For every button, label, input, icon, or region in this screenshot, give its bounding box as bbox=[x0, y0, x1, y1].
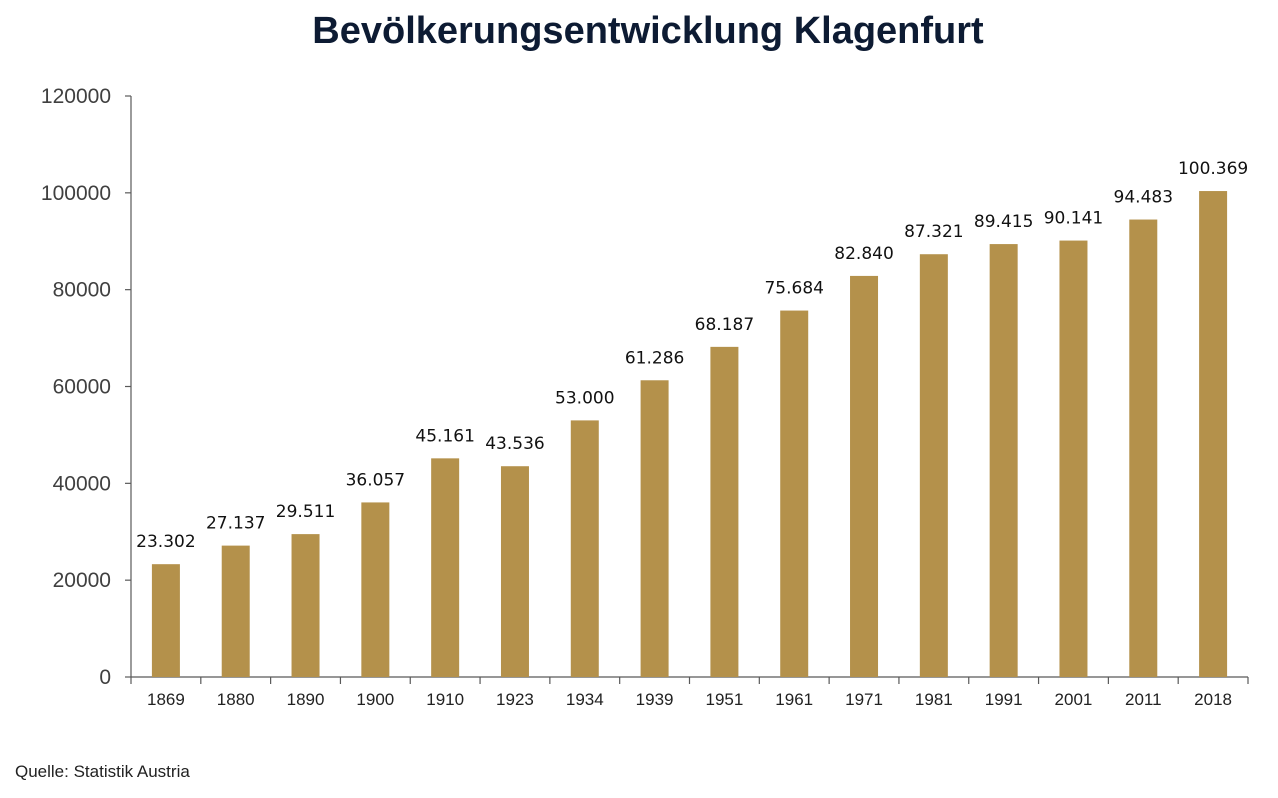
y-tick-label: 40000 bbox=[53, 472, 111, 495]
data-label-1890: 29.511 bbox=[276, 502, 335, 522]
bar-1991 bbox=[989, 244, 1018, 677]
y-axis: 0 20000 40000 60000 80000 100000 120000 bbox=[41, 85, 132, 689]
y-tick-label: 0 bbox=[99, 666, 111, 689]
data-label-1939: 61.286 bbox=[625, 348, 684, 368]
bar-1900 bbox=[361, 502, 390, 677]
x-tick-label: 1951 bbox=[705, 690, 743, 709]
bar-1961 bbox=[780, 310, 809, 677]
x-tick-label: 1934 bbox=[566, 690, 604, 709]
data-label-2018: 100.369 bbox=[1178, 159, 1248, 179]
x-tick-label: 2011 bbox=[1125, 690, 1162, 709]
bar-2018 bbox=[1199, 191, 1228, 677]
y-tick-label: 60000 bbox=[53, 376, 111, 399]
data-label-1951: 68.187 bbox=[695, 315, 754, 335]
bar-1934 bbox=[570, 420, 599, 677]
bar-2001 bbox=[1059, 240, 1088, 677]
data-label-1900: 36.057 bbox=[346, 470, 405, 490]
x-tick-label: 1991 bbox=[985, 690, 1023, 709]
bar-1923 bbox=[500, 466, 529, 677]
chart-title: Bevölkerungsentwicklung Klagenfurt bbox=[312, 10, 984, 52]
x-tick-label: 2018 bbox=[1194, 690, 1232, 709]
y-tick-label: 20000 bbox=[53, 569, 111, 592]
bar-1951 bbox=[710, 346, 739, 677]
x-tick-label: 1869 bbox=[147, 690, 185, 709]
data-label-2011: 94.483 bbox=[1114, 188, 1173, 208]
data-label-2001: 90.141 bbox=[1044, 209, 1103, 229]
bar-1869 bbox=[151, 564, 180, 677]
data-label-1971: 82.840 bbox=[834, 244, 893, 264]
data-labels: 23.302 27.137 29.511 36.057 45.161 43.536 53.0… bbox=[136, 159, 1248, 552]
bar-1890 bbox=[291, 534, 320, 677]
x-tick-label: 1939 bbox=[636, 690, 674, 709]
x-tick-label: 2001 bbox=[1055, 690, 1093, 709]
x-tick-label: 1981 bbox=[915, 690, 953, 709]
data-label-1910: 45.161 bbox=[415, 426, 474, 446]
data-label-1869: 23.302 bbox=[136, 532, 195, 552]
bar-1910 bbox=[431, 458, 460, 677]
bar-2011 bbox=[1129, 219, 1158, 678]
bars bbox=[151, 191, 1228, 678]
y-tick-label: 120000 bbox=[41, 85, 111, 108]
data-label-1880: 27.137 bbox=[206, 514, 265, 534]
bar-1981 bbox=[919, 254, 948, 677]
y-tick-label: 80000 bbox=[53, 279, 111, 302]
y-tick-label: 100000 bbox=[41, 182, 111, 205]
data-label-1923: 43.536 bbox=[485, 434, 544, 454]
x-tick-label: 1971 bbox=[845, 690, 883, 709]
x-tick-label: 1880 bbox=[217, 690, 255, 709]
bar-1880 bbox=[221, 545, 250, 677]
x-tick-label: 1961 bbox=[775, 690, 813, 709]
x-tick-label: 1890 bbox=[287, 690, 325, 709]
x-tick-label: 1923 bbox=[496, 690, 534, 709]
x-tick-label: 1910 bbox=[426, 690, 464, 709]
data-label-1981: 87.321 bbox=[904, 222, 963, 242]
bar-1971 bbox=[850, 275, 879, 677]
data-label-1961: 75.684 bbox=[764, 279, 823, 299]
x-tick-label: 1900 bbox=[356, 690, 394, 709]
bar-1939 bbox=[640, 380, 669, 677]
source-note: Quelle: Statistik Austria bbox=[15, 762, 190, 781]
data-label-1991: 89.415 bbox=[974, 212, 1033, 232]
data-label-1934: 53.000 bbox=[555, 388, 614, 408]
x-axis: 1869 1880 1890 1900 1910 1923 1934 1939 1951 1961… bbox=[130, 676, 1249, 709]
